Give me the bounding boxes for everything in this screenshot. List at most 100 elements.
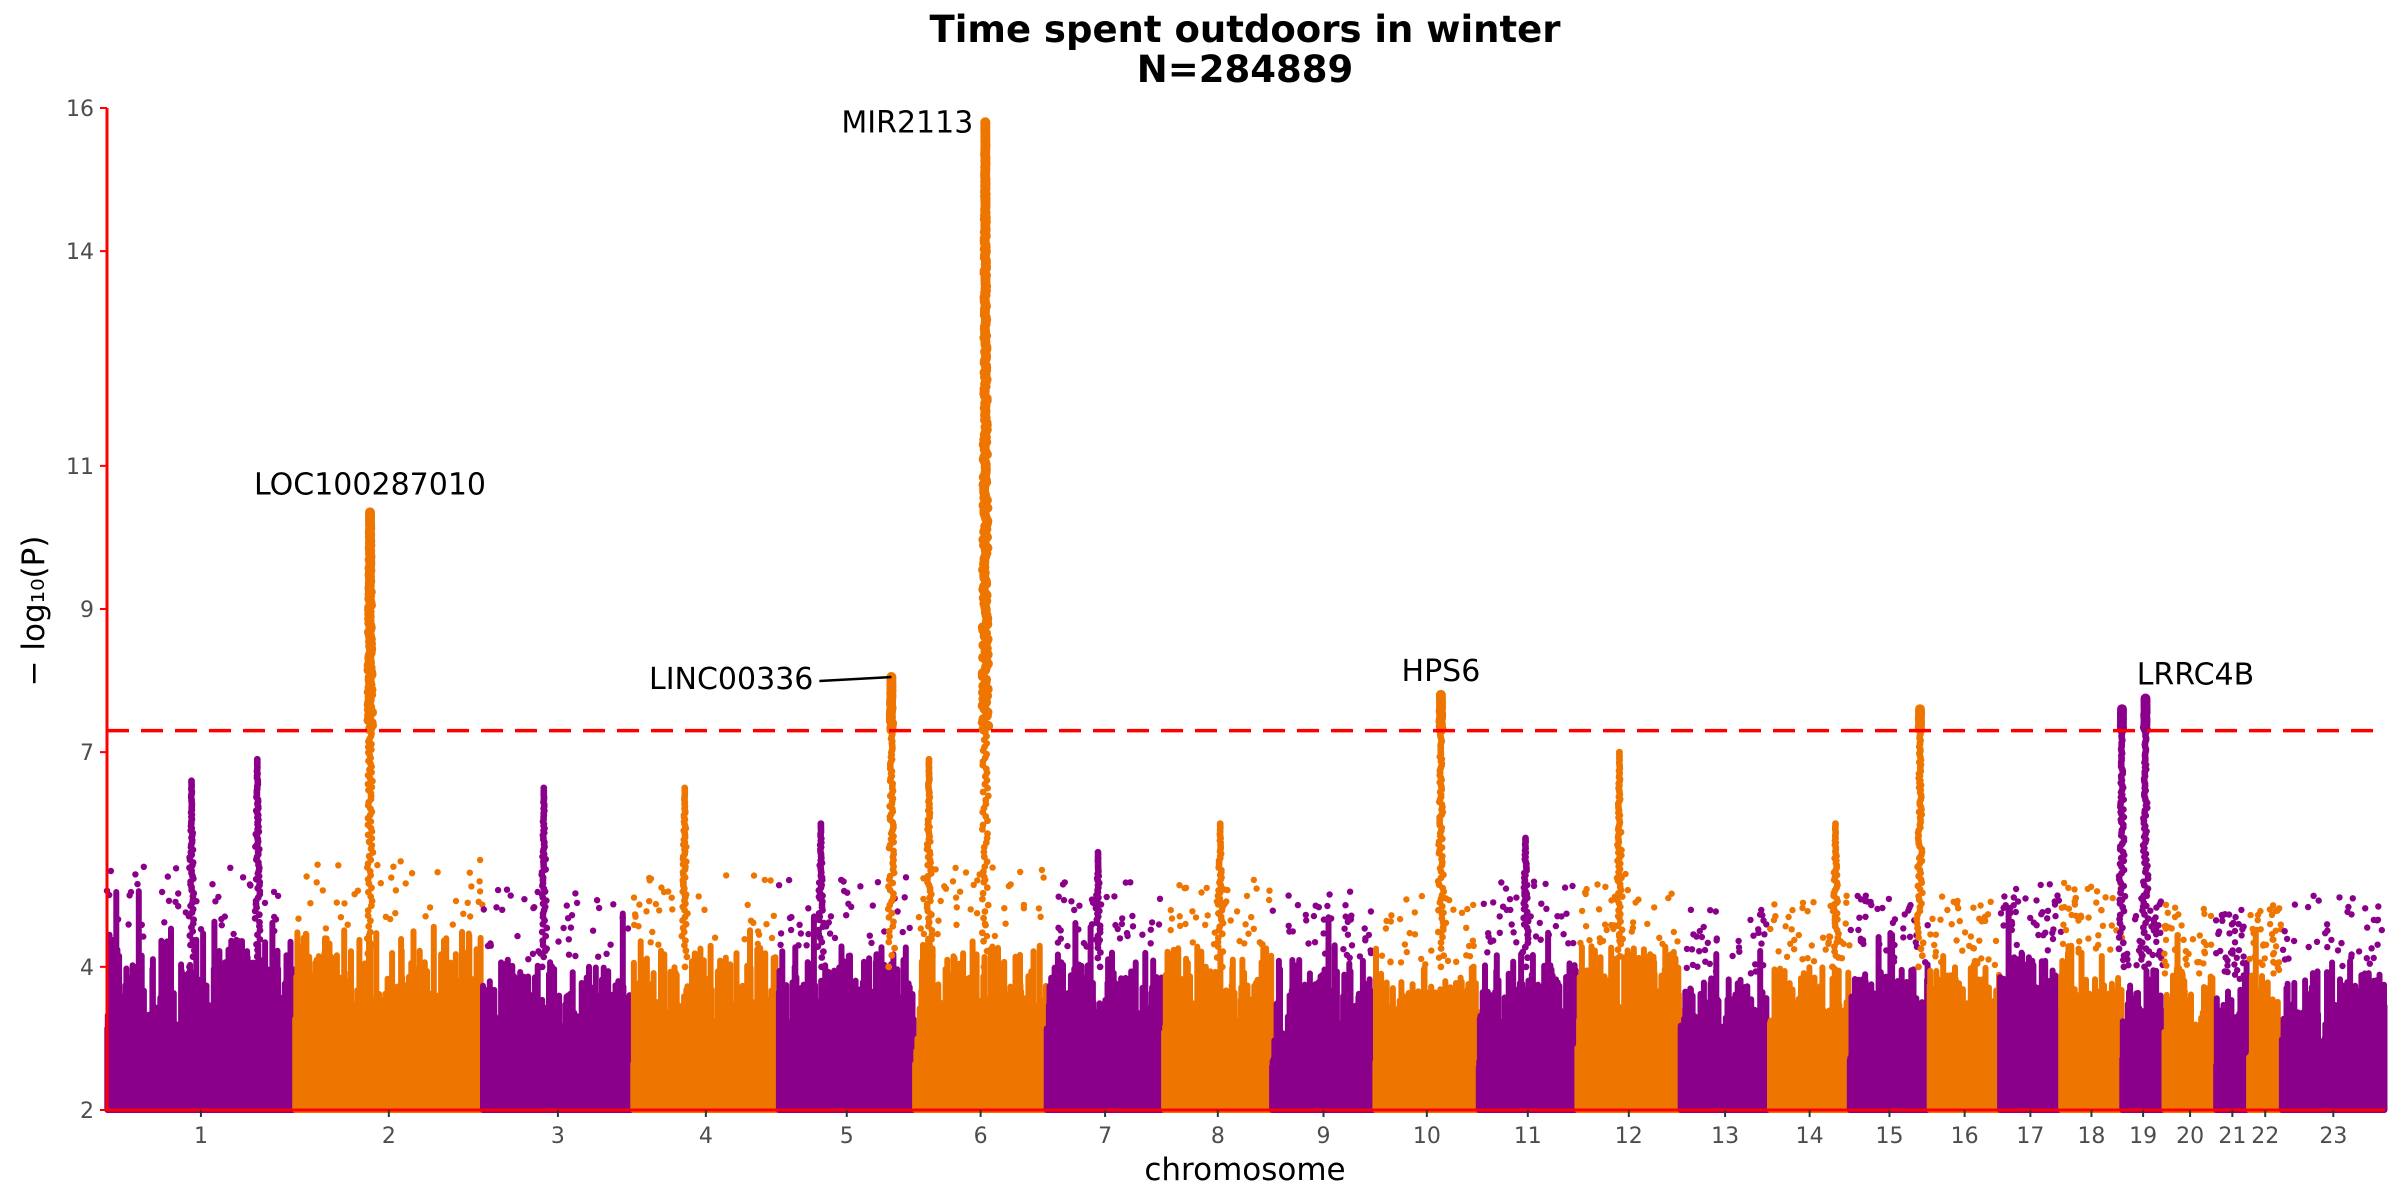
peak-6-point bbox=[820, 948, 827, 955]
outlier-point bbox=[595, 953, 602, 960]
outlier-point bbox=[1843, 899, 1850, 906]
outlier-point bbox=[2196, 932, 2203, 939]
outlier-point bbox=[787, 926, 795, 934]
outlier-point bbox=[2072, 895, 2079, 902]
outlier-point bbox=[2253, 926, 2260, 934]
outlier-point bbox=[2059, 940, 2067, 948]
outlier-point bbox=[803, 942, 810, 949]
outlier-point bbox=[1485, 930, 1492, 937]
outlier-point bbox=[1885, 895, 1893, 903]
outlier-point bbox=[319, 887, 326, 894]
outlier-point bbox=[989, 864, 996, 871]
outlier-point bbox=[1167, 906, 1175, 914]
outlier-point bbox=[2008, 926, 2016, 934]
outlier-point bbox=[658, 884, 665, 891]
outlier-point bbox=[2201, 910, 2208, 918]
outlier-point bbox=[125, 921, 132, 928]
outlier-point bbox=[567, 924, 575, 931]
outlier-point bbox=[1458, 909, 1466, 916]
peak-17-point bbox=[2141, 963, 2148, 971]
peak-9-point bbox=[980, 868, 987, 876]
outlier-point bbox=[1005, 882, 1013, 890]
outlier-point bbox=[2345, 903, 2352, 911]
outlier-point bbox=[797, 930, 805, 937]
peak-17-point bbox=[2140, 693, 2151, 704]
outlier-point bbox=[1250, 925, 1258, 932]
peak-9-point bbox=[980, 873, 988, 881]
outlier-point bbox=[763, 921, 770, 928]
outlier-point bbox=[564, 915, 572, 922]
outlier-point bbox=[2200, 960, 2207, 967]
outlier-point bbox=[313, 879, 320, 886]
outlier-point bbox=[476, 856, 484, 864]
outlier-point bbox=[2014, 898, 2022, 905]
outlier-point bbox=[2283, 935, 2291, 943]
outlier-point bbox=[1310, 912, 1318, 920]
outlier-point bbox=[1378, 952, 1386, 959]
outlier-point bbox=[630, 894, 638, 901]
chromosome-1-points bbox=[104, 888, 298, 1113]
outlier-point bbox=[1340, 946, 1347, 953]
peak-15-point bbox=[1831, 948, 1838, 955]
outlier-point bbox=[1328, 915, 1335, 922]
outlier-point bbox=[1530, 878, 1538, 885]
outlier-point bbox=[1289, 928, 1297, 935]
outlier-point bbox=[1954, 897, 1961, 905]
outlier-point bbox=[1712, 908, 1720, 915]
outlier-point bbox=[843, 912, 850, 919]
outlier-point bbox=[1198, 889, 1205, 896]
x-tick-label: 2 bbox=[382, 1124, 396, 1149]
outlier-point bbox=[2217, 947, 2224, 955]
outlier-point bbox=[2012, 908, 2020, 916]
outlier-point bbox=[857, 883, 864, 890]
outlier-point bbox=[2310, 892, 2317, 899]
outlier-point bbox=[1825, 940, 1832, 947]
peak-14-point bbox=[1613, 896, 1621, 904]
outlier-point bbox=[337, 914, 345, 921]
outlier-point bbox=[1315, 904, 1323, 911]
outlier-point bbox=[2261, 955, 2268, 962]
outlier-point bbox=[1822, 946, 1829, 953]
outlier-point bbox=[1285, 922, 1292, 929]
outlier-point bbox=[1696, 927, 1704, 935]
peak-18-point bbox=[2117, 704, 2127, 715]
peak-8-point bbox=[925, 946, 933, 954]
outlier-point bbox=[777, 930, 785, 937]
outlier-point bbox=[2344, 908, 2351, 916]
outlier-point bbox=[307, 900, 314, 907]
peak-12-point bbox=[1439, 933, 1446, 941]
outlier-point bbox=[2076, 938, 2083, 945]
outlier-point bbox=[741, 936, 748, 943]
x-axis-label: chromosome bbox=[1144, 1152, 1345, 1188]
outlier-point bbox=[2370, 954, 2377, 962]
x-tick-label: 15 bbox=[1875, 1124, 1903, 1149]
peak-9-point bbox=[983, 947, 991, 955]
outlier-point bbox=[894, 908, 901, 915]
outlier-point bbox=[2274, 907, 2281, 914]
outlier-point bbox=[2238, 932, 2245, 939]
x-tick-label: 19 bbox=[2129, 1124, 2157, 1149]
outlier-point bbox=[610, 901, 617, 908]
peak-9-point bbox=[984, 830, 991, 838]
peak-10-point bbox=[1096, 963, 1104, 971]
outlier-point bbox=[1577, 939, 1584, 947]
outlier-point bbox=[1843, 892, 1850, 899]
peak-9-point bbox=[980, 914, 987, 922]
outlier-point bbox=[2171, 946, 2179, 953]
outlier-point bbox=[844, 889, 851, 896]
outlier-point bbox=[2068, 911, 2075, 919]
outlier-point bbox=[2272, 927, 2279, 934]
outlier-point bbox=[1403, 948, 1411, 956]
peak-7-point bbox=[888, 951, 896, 959]
outlier-point bbox=[1192, 914, 1200, 921]
outlier-point bbox=[1156, 895, 1164, 902]
outlier-point bbox=[1783, 953, 1791, 960]
outlier-point bbox=[1361, 925, 1368, 932]
outlier-point bbox=[434, 869, 441, 876]
chromosome-8-points bbox=[1161, 943, 1275, 1113]
outlier-point bbox=[392, 887, 400, 894]
peak-8-point bbox=[925, 755, 933, 763]
x-tick-label: 7 bbox=[1098, 1124, 1112, 1149]
outlier-point bbox=[1224, 886, 1231, 894]
outlier-point bbox=[1713, 937, 1720, 944]
